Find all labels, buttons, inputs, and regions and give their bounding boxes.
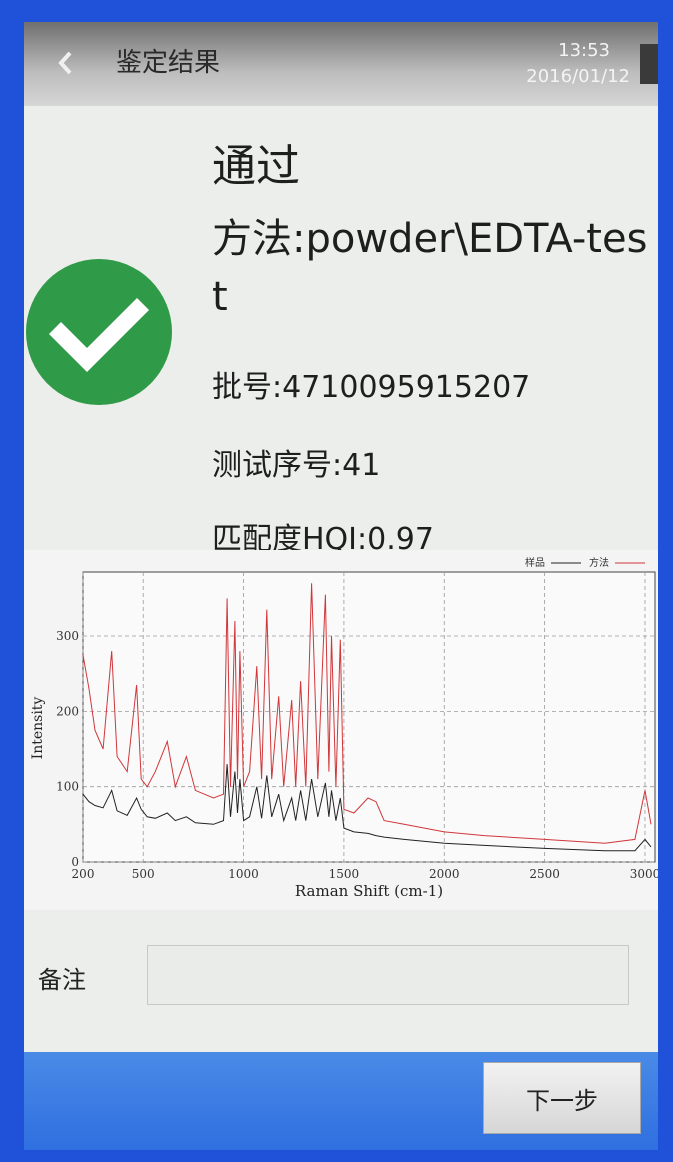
top-bar: 鉴定结果 13:53 2016/01/12 <box>24 22 658 106</box>
battery <box>640 44 658 84</box>
y-axis-label: Intensity <box>30 697 46 760</box>
x-tick-label: 1500 <box>329 867 360 881</box>
legend-label: 方法 <box>589 556 609 569</box>
legend-label: 样品 <box>525 556 545 569</box>
x-tick-label: 3000 <box>630 867 658 881</box>
y-tick-label: 200 <box>56 704 79 718</box>
x-tick-label: 500 <box>132 867 155 881</box>
x-tick-label: 2500 <box>529 867 560 881</box>
device-frame: 鉴定结果 13:53 2016/01/12 通过 方法:powder\EDTA-… <box>0 0 673 1162</box>
x-tick-label: 1000 <box>228 867 259 881</box>
result-batch: 批号:4710095915207 <box>212 362 530 406</box>
result-status: 通过 <box>212 130 300 194</box>
clock-date: 2016/01/12 <box>526 66 630 87</box>
remark-label: 备注 <box>38 960 86 995</box>
page-title: 鉴定结果 <box>116 42 220 79</box>
y-tick-label: 100 <box>56 780 79 794</box>
x-tick-label: 2000 <box>429 867 460 881</box>
screen: 鉴定结果 13:53 2016/01/12 通过 方法:powder\EDTA-… <box>24 22 658 1150</box>
clock-time: 13:53 <box>558 40 610 61</box>
y-tick-label: 300 <box>56 629 79 643</box>
remark-input[interactable] <box>147 945 629 1005</box>
spectrum-chart: Raman Shift (cm-1) Intensity 01002003002… <box>24 550 658 910</box>
bottom-bar: 下一步 <box>24 1052 658 1150</box>
plot-area <box>83 572 655 862</box>
result-test-no: 测试序号:41 <box>212 440 380 484</box>
x-tick-label: 200 <box>72 867 95 881</box>
back-button[interactable] <box>56 50 76 76</box>
pass-icon <box>25 258 173 406</box>
x-axis-label: Raman Shift (cm-1) <box>295 882 443 900</box>
result-method: 方法:powder\EDTA-test <box>212 210 652 326</box>
next-button[interactable]: 下一步 <box>483 1062 641 1134</box>
